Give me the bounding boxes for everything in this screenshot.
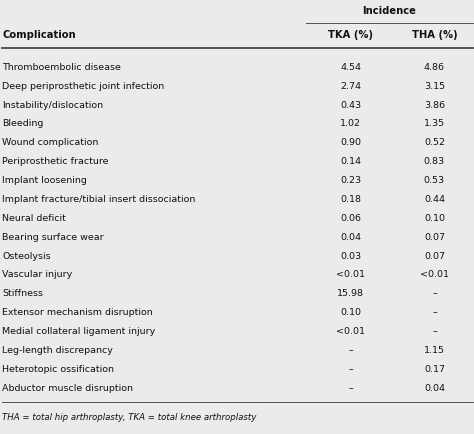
Text: 2.74: 2.74 (340, 82, 361, 91)
Text: 3.86: 3.86 (424, 101, 445, 109)
Text: 0.52: 0.52 (424, 138, 445, 147)
Text: Vascular injury: Vascular injury (2, 270, 73, 279)
Text: –: – (348, 365, 353, 374)
Text: –: – (432, 289, 437, 298)
Text: 0.07: 0.07 (424, 252, 445, 260)
Text: –: – (348, 346, 353, 355)
Text: 1.15: 1.15 (424, 346, 445, 355)
Text: Complication: Complication (2, 30, 76, 40)
Text: 0.17: 0.17 (424, 365, 445, 374)
Text: 4.86: 4.86 (424, 63, 445, 72)
Text: TKA (%): TKA (%) (328, 30, 373, 40)
Text: 0.06: 0.06 (340, 214, 361, 223)
Text: Medial collateral ligament injury: Medial collateral ligament injury (2, 327, 155, 336)
Text: 0.43: 0.43 (340, 101, 361, 109)
Text: Incidence: Incidence (363, 6, 416, 16)
Text: THA = total hip arthroplasty, TKA = total knee arthroplasty: THA = total hip arthroplasty, TKA = tota… (2, 413, 257, 422)
Text: Extensor mechanism disruption: Extensor mechanism disruption (2, 308, 153, 317)
Text: –: – (432, 308, 437, 317)
Text: 0.04: 0.04 (424, 384, 445, 393)
Text: 4.54: 4.54 (340, 63, 361, 72)
Text: 0.04: 0.04 (340, 233, 361, 242)
Text: –: – (348, 384, 353, 393)
Text: 1.02: 1.02 (340, 119, 361, 128)
Text: Bearing surface wear: Bearing surface wear (2, 233, 104, 242)
Text: Implant loosening: Implant loosening (2, 176, 87, 185)
Text: Neural deficit: Neural deficit (2, 214, 66, 223)
Text: Thromboembolic disease: Thromboembolic disease (2, 63, 121, 72)
Text: <0.01: <0.01 (336, 327, 365, 336)
Text: 0.07: 0.07 (424, 233, 445, 242)
Text: 0.10: 0.10 (424, 214, 445, 223)
Text: Periprosthetic fracture: Periprosthetic fracture (2, 157, 109, 166)
Text: 0.83: 0.83 (424, 157, 445, 166)
Text: 1.35: 1.35 (424, 119, 445, 128)
Text: 15.98: 15.98 (337, 289, 364, 298)
Text: Implant fracture/tibial insert dissociation: Implant fracture/tibial insert dissociat… (2, 195, 196, 204)
Text: Wound complication: Wound complication (2, 138, 99, 147)
Text: Deep periprosthetic joint infection: Deep periprosthetic joint infection (2, 82, 164, 91)
Text: Abductor muscle disruption: Abductor muscle disruption (2, 384, 133, 393)
Text: 0.23: 0.23 (340, 176, 361, 185)
Text: 0.10: 0.10 (340, 308, 361, 317)
Text: Osteolysis: Osteolysis (2, 252, 51, 260)
Text: 0.90: 0.90 (340, 138, 361, 147)
Text: Heterotopic ossification: Heterotopic ossification (2, 365, 114, 374)
Text: –: – (432, 327, 437, 336)
Text: <0.01: <0.01 (420, 270, 449, 279)
Text: Stiffness: Stiffness (2, 289, 43, 298)
Text: <0.01: <0.01 (336, 270, 365, 279)
Text: 0.03: 0.03 (340, 252, 361, 260)
Text: Leg-length discrepancy: Leg-length discrepancy (2, 346, 113, 355)
Text: Instability/dislocation: Instability/dislocation (2, 101, 103, 109)
Text: 0.18: 0.18 (340, 195, 361, 204)
Text: 0.14: 0.14 (340, 157, 361, 166)
Text: Bleeding: Bleeding (2, 119, 44, 128)
Text: 0.44: 0.44 (424, 195, 445, 204)
Text: THA (%): THA (%) (411, 30, 457, 40)
Text: 3.15: 3.15 (424, 82, 445, 91)
Text: 0.53: 0.53 (424, 176, 445, 185)
